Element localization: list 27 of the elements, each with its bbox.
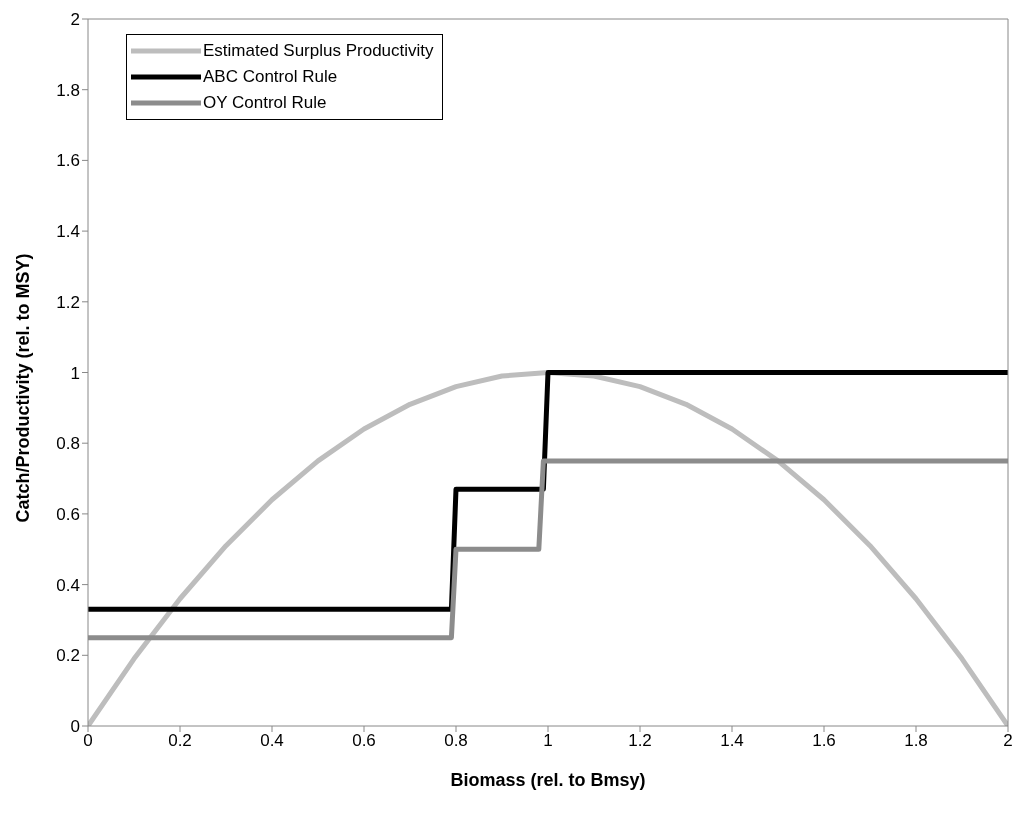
x-tick-label: 1.2 bbox=[628, 731, 652, 751]
y-tick-label: 0.6 bbox=[56, 504, 80, 524]
legend-label: ABC Control Rule bbox=[203, 67, 338, 87]
y-tick-label: 0 bbox=[70, 717, 80, 737]
x-tick-label: 1.4 bbox=[720, 731, 744, 751]
y-tick-label: 1.8 bbox=[56, 80, 80, 100]
x-tick-label: 0.8 bbox=[444, 731, 468, 751]
legend-label: OY Control Rule bbox=[203, 93, 327, 113]
y-tick-label: 1.6 bbox=[56, 151, 80, 171]
y-tick-label: 2 bbox=[70, 10, 80, 30]
y-tick-label: 1.2 bbox=[56, 292, 80, 312]
y-tick-label: 1 bbox=[70, 363, 80, 383]
y-tick-label: 1.4 bbox=[56, 222, 80, 242]
y-tick-label: 0.8 bbox=[56, 434, 80, 454]
y-tick-label: 0.2 bbox=[56, 646, 80, 666]
x-tick-label: 1.8 bbox=[904, 731, 928, 751]
legend-label: Estimated Surplus Productivity bbox=[203, 41, 434, 61]
x-tick-label: 0 bbox=[83, 731, 93, 751]
x-axis-title: Biomass (rel. to Bmsy) bbox=[450, 770, 646, 790]
x-tick-label: 0.2 bbox=[168, 731, 192, 751]
x-tick-label: 2 bbox=[1003, 731, 1013, 751]
x-tick-label: 1.6 bbox=[812, 731, 836, 751]
x-tick-label: 0.6 bbox=[352, 731, 376, 751]
x-tick-label: 0.4 bbox=[260, 731, 284, 751]
x-tick-label: 1 bbox=[543, 731, 553, 751]
y-tick-label: 0.4 bbox=[56, 575, 80, 595]
y-axis-title: Catch/Productivity (rel. to MSY) bbox=[13, 253, 34, 523]
